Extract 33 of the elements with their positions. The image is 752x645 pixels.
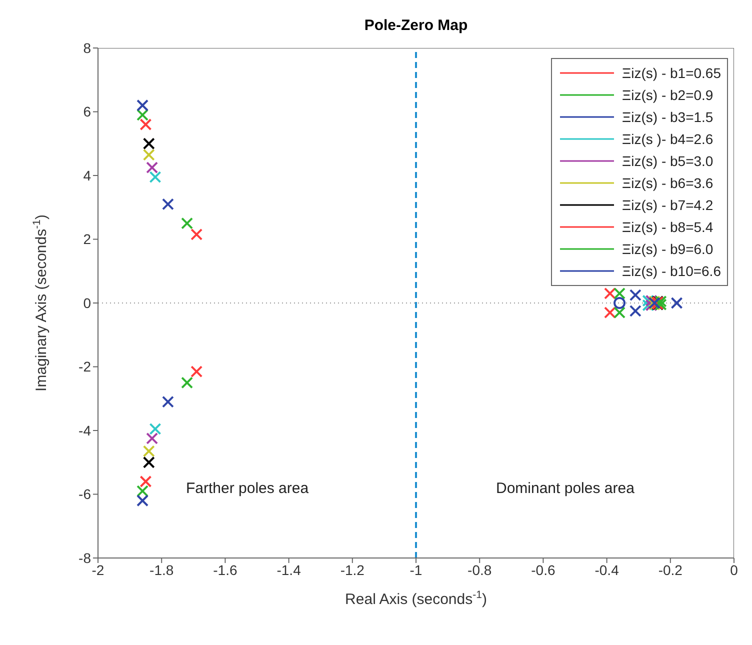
annotation: Farther poles area bbox=[186, 480, 309, 497]
y-tick-label: 6 bbox=[83, 104, 92, 120]
x-tick-label: -0.8 bbox=[468, 562, 492, 578]
x-tick-label: 0 bbox=[730, 562, 738, 578]
x-tick-label: -1.4 bbox=[276, 562, 302, 578]
legend-label: Ξiz(s) - b5=3.0 bbox=[622, 153, 714, 169]
legend-label: Ξiz(s) - b3=1.5 bbox=[622, 109, 714, 125]
annotation: Dominant poles area bbox=[496, 480, 634, 497]
y-tick-label: -2 bbox=[78, 358, 92, 375]
y-tick-label: -8 bbox=[78, 550, 92, 566]
legend-label: Ξiz(s) - b2=0.9 bbox=[622, 87, 714, 103]
x-tick-label: -1.2 bbox=[340, 562, 365, 578]
y-tick-label: -6 bbox=[78, 486, 92, 502]
y-tick-label: -4 bbox=[78, 422, 92, 438]
x-tick-label: -1 bbox=[410, 562, 422, 578]
legend-label: Ξiz(s) - b9=6.0 bbox=[622, 241, 714, 257]
y-tick-label: 8 bbox=[83, 40, 92, 56]
x-tick-label: -0.4 bbox=[594, 562, 620, 578]
legend-label: Ξiz(s) - b7=4.2 bbox=[622, 197, 714, 213]
y-tick-label: 4 bbox=[83, 167, 92, 184]
legend-label: Ξiz(s) - b8=5.4 bbox=[622, 219, 714, 235]
x-tick-label: -0.2 bbox=[658, 562, 683, 578]
x-tick-label: -1.6 bbox=[213, 562, 238, 578]
chart-title: Pole-Zero Map bbox=[364, 17, 468, 34]
x-axis-title: Real Axis (seconds$^{-1}$) bbox=[345, 589, 487, 608]
legend-label: Ξiz(s) - b10=6.6 bbox=[622, 263, 721, 279]
y-tick-label: 0 bbox=[83, 294, 92, 311]
x-tick-label: -0.6 bbox=[531, 562, 556, 578]
x-tick-label: -1.8 bbox=[150, 562, 174, 578]
legend-label: Ξiz(s) - b1=0.65 bbox=[622, 65, 721, 81]
legend-label: Ξiz(s )- b4=2.6 bbox=[622, 131, 714, 147]
y-tick-label: 2 bbox=[83, 231, 92, 248]
legend-label: Ξiz(s) - b6=3.6 bbox=[622, 175, 714, 191]
